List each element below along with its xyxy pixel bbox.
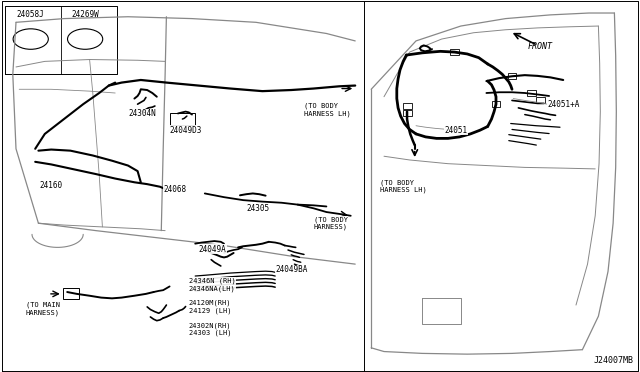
FancyBboxPatch shape xyxy=(536,97,545,103)
FancyBboxPatch shape xyxy=(63,288,79,299)
Text: (TO BODY
HARNESS LH): (TO BODY HARNESS LH) xyxy=(304,103,351,117)
FancyBboxPatch shape xyxy=(450,49,459,55)
Text: 24302N(RH)
24303 (LH): 24302N(RH) 24303 (LH) xyxy=(189,322,231,336)
Text: 24058J: 24058J xyxy=(17,10,45,19)
Ellipse shape xyxy=(68,29,102,49)
FancyBboxPatch shape xyxy=(170,113,195,125)
Text: 24049A: 24049A xyxy=(198,245,226,254)
Text: 24305: 24305 xyxy=(246,204,269,213)
Text: 24269W: 24269W xyxy=(71,10,99,19)
Ellipse shape xyxy=(13,29,49,49)
Text: FRONT: FRONT xyxy=(528,42,553,51)
Text: 24051: 24051 xyxy=(445,126,468,135)
Text: (TO MAIN
HARNESS): (TO MAIN HARNESS) xyxy=(26,302,60,316)
Text: 24049BA: 24049BA xyxy=(275,265,308,274)
FancyBboxPatch shape xyxy=(492,101,500,107)
FancyBboxPatch shape xyxy=(508,73,516,79)
Text: 24051+A: 24051+A xyxy=(547,100,580,109)
FancyBboxPatch shape xyxy=(403,103,412,109)
Text: 24120M(RH)
24129 (LH): 24120M(RH) 24129 (LH) xyxy=(189,300,231,314)
FancyBboxPatch shape xyxy=(403,110,412,116)
Text: J24007MB: J24007MB xyxy=(594,356,634,365)
Text: 24304N: 24304N xyxy=(128,109,156,118)
Text: 24160: 24160 xyxy=(40,182,63,190)
Text: 24068: 24068 xyxy=(163,185,186,194)
Text: 24346N (RH)
24346NA(LH): 24346N (RH) 24346NA(LH) xyxy=(189,278,236,292)
Text: (TO BODY
HARNESS): (TO BODY HARNESS) xyxy=(314,216,348,230)
Text: (TO BODY
HARNESS LH): (TO BODY HARNESS LH) xyxy=(380,179,426,193)
FancyBboxPatch shape xyxy=(527,90,536,96)
Text: 24049D3: 24049D3 xyxy=(170,126,202,135)
